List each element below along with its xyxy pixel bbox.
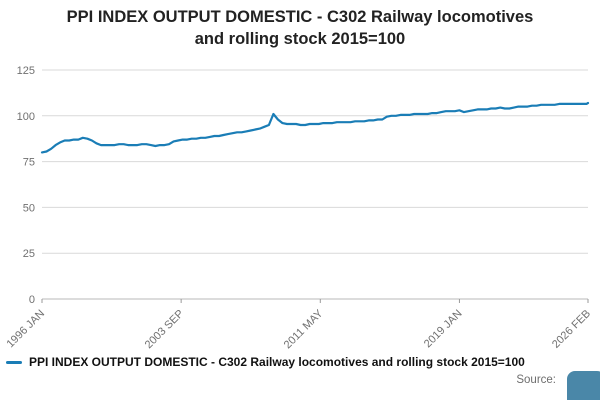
ons-logo (567, 371, 600, 400)
x-tick-label: 2019 JAN (422, 308, 465, 351)
x-tick-label: 2026 FEB (550, 308, 593, 351)
y-tick-label: 75 (23, 157, 35, 169)
y-tick-label: 125 (17, 65, 35, 77)
y-tick-label: 0 (29, 294, 35, 306)
legend-label: PPI INDEX OUTPUT DOMESTIC - C302 Railway… (29, 355, 525, 369)
source-label: Source: (516, 374, 556, 386)
y-tick-label: 50 (23, 202, 35, 214)
x-tick-label: 2003 SEP (143, 308, 187, 352)
x-tick-label: 1996 JAN (4, 308, 47, 351)
legend-line-swatch (6, 360, 22, 364)
series-line (40, 101, 590, 154)
chart-title: PPI INDEX OUTPUT DOMESTIC - C302 Railway… (66, 8, 534, 49)
y-tick-label: 100 (17, 111, 35, 123)
x-tick-label: 2011 MAY (282, 307, 326, 351)
y-tick-label: 25 (23, 248, 35, 260)
line-chart: 0 25 50 75 100 125 1996 JAN 2003 SEP 2011 MAY 201… (4, 65, 593, 352)
legend: PPI INDEX OUTPUT DOMESTIC - C302 Railway… (6, 352, 600, 372)
